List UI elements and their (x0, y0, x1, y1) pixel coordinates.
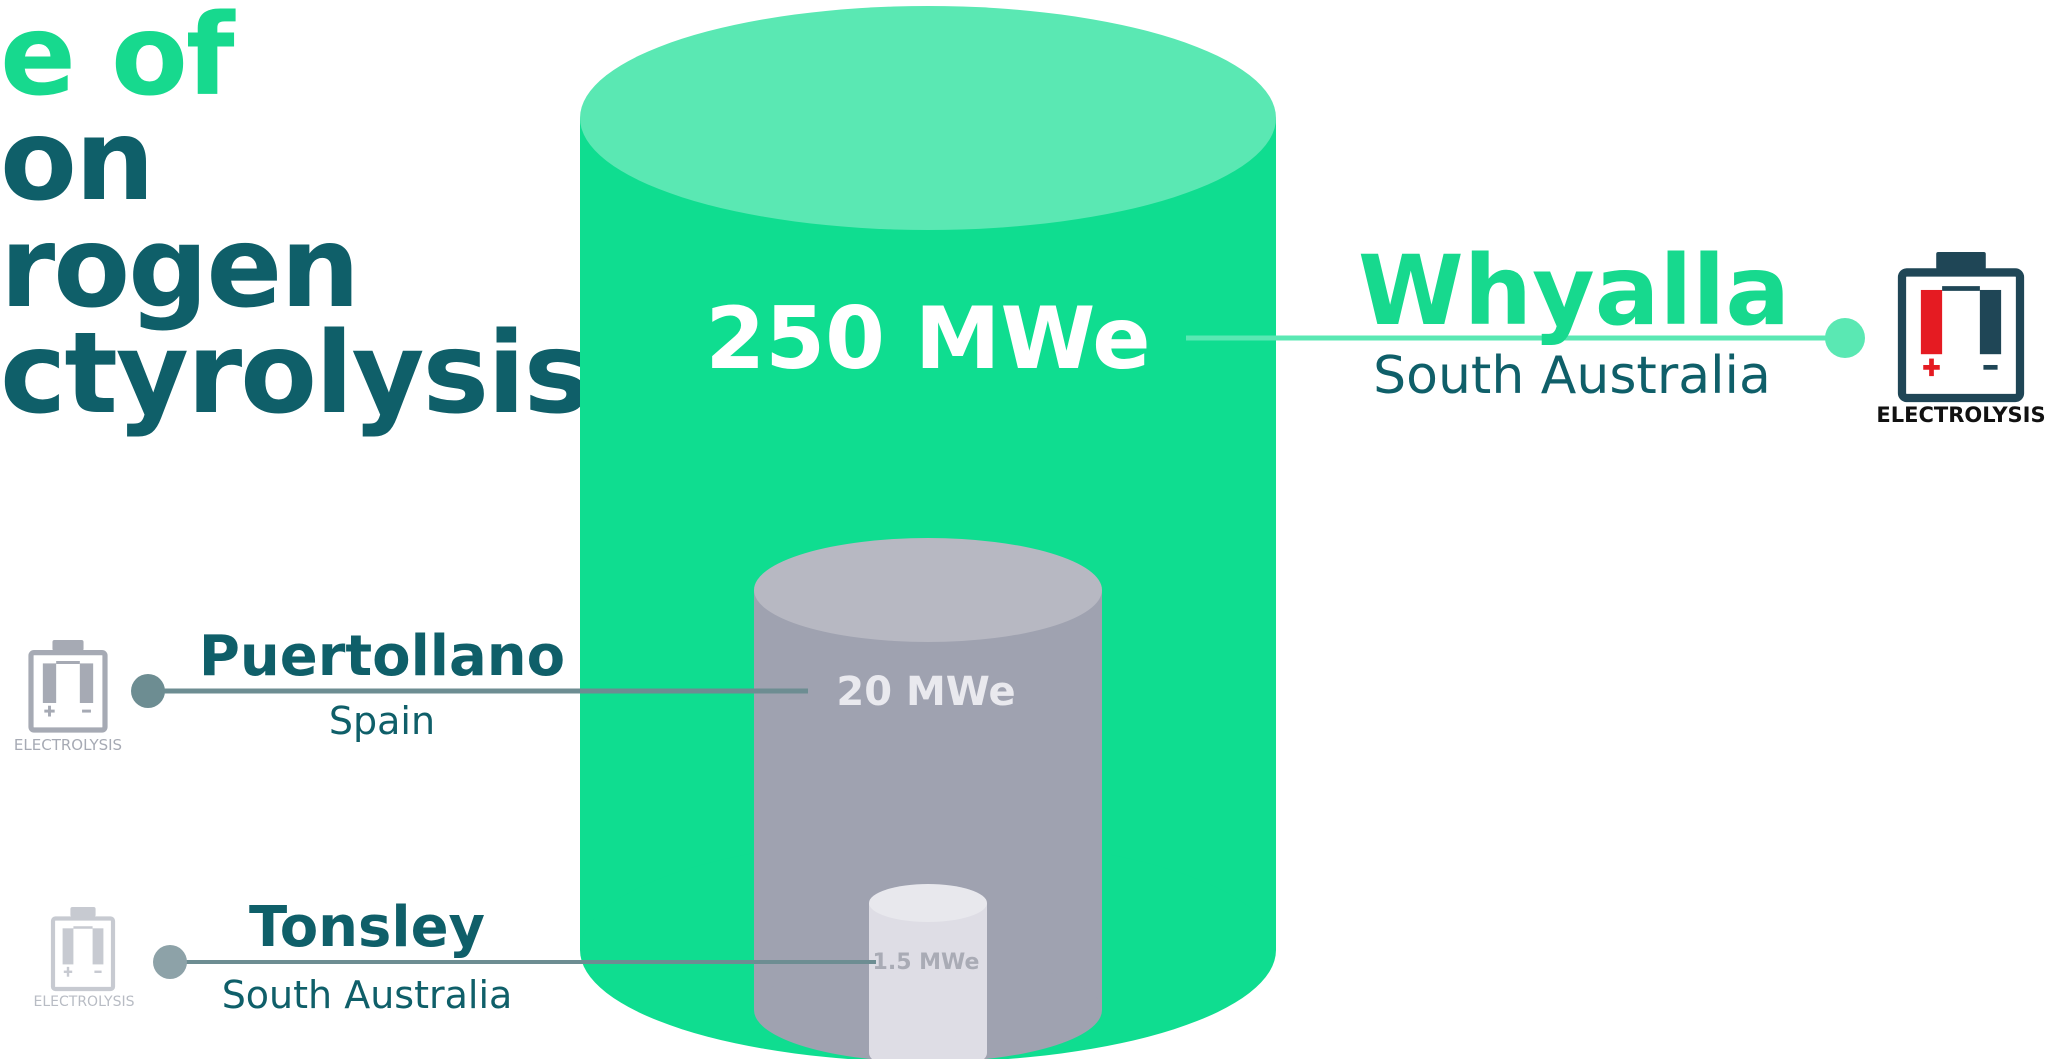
tonsley-connector-dot (153, 945, 187, 979)
tonsley-cylinder-top (869, 884, 987, 922)
title-line-1: e of (0, 0, 235, 121)
electrolysis-battery-icon (50, 907, 116, 992)
battery-icon-part (1936, 252, 1986, 270)
tonsley-cylinder (869, 884, 987, 1059)
battery-icon-part (79, 663, 94, 703)
whyalla-cylinder-top (580, 6, 1276, 230)
battery-icon-part (1920, 289, 1943, 355)
electrolysis-battery-icon (28, 640, 108, 733)
battery-icon-part (42, 663, 57, 703)
whyalla-value-label: 250 MWe (705, 289, 1150, 389)
whyalla-connector-dot (1825, 318, 1865, 358)
tonsley-cylinder-body (869, 903, 987, 1053)
tonsley-location-label: South Australia (222, 973, 513, 1017)
electrolysis-battery-icon (1897, 252, 2025, 403)
battery-icon-part (62, 928, 74, 965)
battery-icon-part (50, 916, 116, 992)
electrolysis-icon-label: ELECTROLYSIS (14, 736, 122, 754)
battery-icon-part (1897, 268, 2025, 403)
puertollano-name-label: Puertollano (199, 624, 565, 689)
puertollano-connector-dot (131, 674, 165, 708)
whyalla-name-label: Whyalla (1358, 235, 1790, 347)
puertollano-location-label: Spain (329, 699, 435, 743)
title-line-4: ctyrolysis (0, 309, 590, 439)
battery-icon-part (1979, 289, 2002, 355)
battery-icon-part (28, 650, 108, 733)
tonsley-value-label: 1.5 MWe (873, 950, 980, 975)
puertollano-cylinder-top (754, 538, 1102, 642)
puertollano-value-label: 20 MWe (836, 669, 1015, 715)
tonsley-name-label: Tonsley (249, 895, 485, 960)
electrolysis-icon-label: ELECTROLYSIS (34, 994, 135, 1010)
battery-icon-part (92, 928, 104, 965)
electrolysis-icon-label: ELECTROLYSIS (1876, 403, 2045, 427)
whyalla-location-label: South Australia (1373, 346, 1771, 406)
tonsley-cylinder-bottom (869, 1034, 987, 1059)
title-line-3: rogen (0, 203, 360, 333)
title-line-2: on (0, 96, 155, 226)
battery-icon-part (70, 907, 96, 917)
battery-icon-part (52, 640, 84, 651)
